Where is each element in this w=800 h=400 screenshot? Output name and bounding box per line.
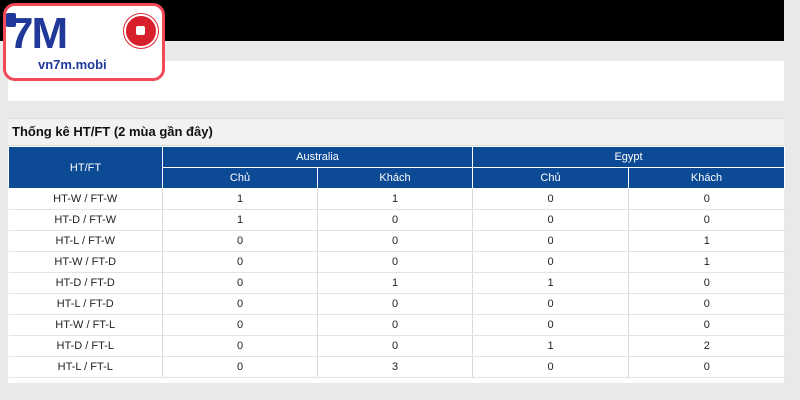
table-cell: 0 bbox=[162, 314, 318, 336]
table-cell: 1 bbox=[472, 335, 630, 357]
table-cell: 0 bbox=[472, 188, 630, 210]
header-team-australia: Australia bbox=[161, 146, 474, 168]
site-logo[interactable]: 7M vn7m.mobi bbox=[3, 3, 165, 81]
htft-stats-panel: Thống kê HT/FT (2 mùa gần đây) HT/FT Aus… bbox=[8, 118, 786, 383]
table-cell: 0 bbox=[317, 335, 474, 357]
table-cell: 0 bbox=[317, 251, 474, 273]
row-label: HT-W / FT-L bbox=[8, 314, 163, 336]
subheader-away: Khách bbox=[628, 167, 786, 189]
row-label: HT-L / FT-D bbox=[8, 293, 163, 315]
table-row: HT-D / FT-L 0 0 1 2 bbox=[8, 335, 785, 357]
table-row: HT-L / FT-D 0 0 0 0 bbox=[8, 293, 785, 315]
table-cell: 0 bbox=[317, 293, 474, 315]
htft-table: HT/FT Australia Egypt Chủ Khách Chủ Khác… bbox=[8, 146, 786, 378]
table-row: HT-W / FT-W 1 1 0 0 bbox=[8, 188, 785, 210]
table-cell: 1 bbox=[317, 272, 474, 294]
table-cell: 0 bbox=[472, 230, 630, 252]
table-cell: 0 bbox=[628, 209, 785, 231]
table-row: HT-W / FT-L 0 0 0 0 bbox=[8, 314, 785, 336]
header-team-egypt: Egypt bbox=[472, 146, 786, 168]
row-label: HT-D / FT-L bbox=[8, 335, 163, 357]
table-cell: 1 bbox=[317, 188, 474, 210]
row-label: HT-D / FT-W bbox=[8, 209, 163, 231]
table-cell: 1 bbox=[628, 230, 785, 252]
panel-title: Thống kê HT/FT (2 mùa gần đây) bbox=[8, 119, 784, 146]
table-cell: 0 bbox=[472, 209, 630, 231]
table-cell: 0 bbox=[317, 314, 474, 336]
table-cell: 0 bbox=[628, 314, 785, 336]
table-cell: 1 bbox=[162, 209, 318, 231]
table-cell: 1 bbox=[628, 251, 785, 273]
row-label: HT-L / FT-W bbox=[8, 230, 163, 252]
logo-subtext: vn7m.mobi bbox=[38, 57, 107, 72]
logo-main-text: 7M bbox=[9, 9, 68, 58]
table-row: HT-L / FT-L 0 3 0 0 bbox=[8, 356, 785, 378]
table-cell: 0 bbox=[628, 188, 785, 210]
table-cell: 0 bbox=[317, 209, 474, 231]
table-cell: 1 bbox=[162, 188, 318, 210]
row-label: HT-L / FT-L bbox=[8, 356, 163, 378]
table-cell: 1 bbox=[472, 272, 630, 294]
subheader-home: Chủ bbox=[472, 167, 630, 189]
table-cell: 0 bbox=[162, 272, 318, 294]
table-cell: 0 bbox=[472, 293, 630, 315]
table-cell: 0 bbox=[472, 251, 630, 273]
table-cell: 0 bbox=[472, 356, 630, 378]
table-cell: 0 bbox=[162, 230, 318, 252]
header-htft: HT/FT bbox=[8, 146, 163, 189]
table-cell: 0 bbox=[162, 356, 318, 378]
football-icon bbox=[124, 14, 158, 48]
subheader-home: Chủ bbox=[162, 167, 318, 189]
table-cell: 0 bbox=[162, 251, 318, 273]
table-cell: 0 bbox=[317, 230, 474, 252]
table-cell: 0 bbox=[472, 314, 630, 336]
row-label: HT-D / FT-D bbox=[8, 272, 163, 294]
table-cell: 0 bbox=[628, 356, 785, 378]
table-row: HT-W / FT-D 0 0 0 1 bbox=[8, 251, 785, 273]
table-cell: 0 bbox=[628, 272, 785, 294]
table-cell: 0 bbox=[628, 293, 785, 315]
logo-quote-mark bbox=[6, 13, 16, 27]
table-row: HT-D / FT-D 0 1 1 0 bbox=[8, 272, 785, 294]
table-row: HT-L / FT-W 0 0 0 1 bbox=[8, 230, 785, 252]
row-label: HT-W / FT-W bbox=[8, 188, 163, 210]
table-cell: 0 bbox=[162, 293, 318, 315]
table-cell: 2 bbox=[628, 335, 785, 357]
table-cell: 3 bbox=[317, 356, 474, 378]
logo-inner: 7M vn7m.mobi bbox=[6, 6, 162, 78]
row-label: HT-W / FT-D bbox=[8, 251, 163, 273]
subheader-away: Khách bbox=[316, 167, 474, 189]
table-row: HT-D / FT-W 1 0 0 0 bbox=[8, 209, 785, 231]
table-cell: 0 bbox=[162, 335, 318, 357]
